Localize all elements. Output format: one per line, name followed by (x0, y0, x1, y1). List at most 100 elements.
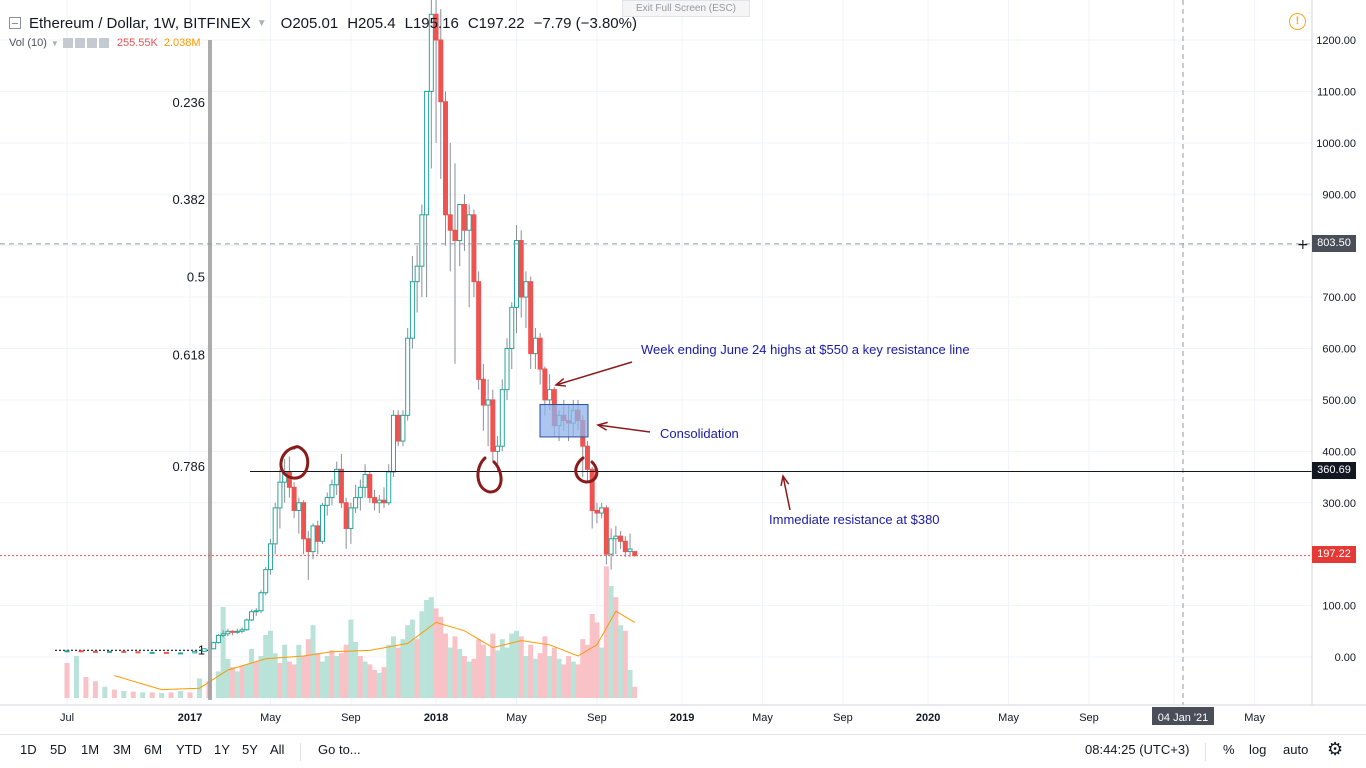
volume-bar (130, 691, 136, 698)
candle-body (419, 214, 425, 267)
annotation-arrow (555, 361, 633, 386)
volume-bar (348, 619, 354, 698)
exit-full-screen-button[interactable]: Exit Full Screen (ESC) (622, 0, 750, 17)
chart-legend: Ethereum / Dollar, 1W, BITFINEX ▼ O205.0… (9, 13, 637, 33)
volume-bar (258, 656, 264, 698)
candle-body (291, 486, 297, 511)
gear-icon[interactable]: ⚙ (1327, 739, 1344, 759)
volume-bar (244, 664, 250, 698)
volume-bar (239, 665, 245, 698)
candle-body (249, 611, 255, 621)
candle-body (258, 592, 264, 612)
candle-body (263, 569, 269, 594)
log-scale-button[interactable]: log (1249, 742, 1267, 757)
candle-body (372, 497, 378, 504)
volume-bar (320, 661, 326, 698)
candle-body (386, 471, 392, 504)
candle-body (338, 468, 344, 504)
candle-body (528, 281, 534, 355)
alert-icon[interactable]: ! (1289, 13, 1306, 30)
time-tick-label: 2020 (916, 712, 940, 724)
candle-body (376, 499, 382, 504)
volume-bar (301, 656, 307, 698)
gear-icon[interactable] (74, 38, 85, 48)
volume-bar (518, 636, 524, 698)
collapse-legend-icon[interactable] (9, 17, 21, 29)
price-tick-label: 400.00 (1322, 446, 1356, 458)
candle-body (622, 540, 628, 553)
percent-scale-button[interactable]: % (1223, 742, 1235, 757)
plus-icon[interactable] (86, 38, 97, 48)
toolbar-divider (1205, 743, 1206, 761)
volume-bar (92, 681, 98, 698)
time-tick-label: Sep (833, 712, 853, 724)
close-icon[interactable] (98, 38, 109, 48)
candle-body (343, 502, 349, 529)
volume-bar (159, 693, 165, 698)
volume-bar (618, 625, 624, 698)
volume-bar (263, 635, 269, 698)
candle-body (523, 281, 529, 298)
volume-bar (334, 656, 340, 698)
bottom-toolbar: 1D 5D 1M 3M 6M YTD 1Y 5Y All Go to... 08… (0, 734, 1366, 768)
candle-body (409, 281, 415, 339)
chevron-down-icon[interactable]: ▼ (50, 38, 59, 48)
candle-body (537, 337, 543, 370)
volume-bar (476, 639, 482, 698)
volume-bar (495, 650, 501, 698)
volume-bar (466, 661, 472, 698)
range-6m-button[interactable]: 6M (144, 742, 163, 757)
volume-bar (315, 653, 321, 698)
price-chart[interactable]: 0.236 0.382 0.5 0.618 0.786 1 Week ending Jun… (0, 0, 1366, 734)
range-1m-button[interactable]: 1M (81, 742, 100, 757)
volume-bar (277, 663, 283, 698)
symbol-title[interactable]: Ethereum / Dollar, 1W, BITFINEX (29, 14, 251, 32)
volume-label[interactable]: Vol (10) (9, 37, 47, 49)
range-5d-button[interactable]: 5D (50, 742, 67, 757)
candle-body (348, 507, 354, 529)
candle-body (92, 650, 98, 653)
volume-bar (632, 686, 638, 698)
volume-bar (357, 656, 363, 698)
candle-body (121, 650, 127, 653)
fibonacci-level-label: 1 (198, 642, 205, 657)
go-to-button[interactable]: Go to... (318, 742, 361, 757)
volume-bar (580, 639, 586, 698)
volume-bar (608, 586, 614, 698)
candle-body (320, 504, 326, 542)
volume-bar (452, 636, 458, 698)
close-value: C197.22 (467, 14, 525, 32)
volume-bar (490, 633, 496, 698)
volume-bar (395, 647, 401, 698)
volume-bar (504, 647, 510, 698)
range-1y-button[interactable]: 1Y (214, 742, 230, 757)
volume-bar (566, 656, 572, 698)
candle-body (215, 634, 221, 644)
crosshair-date-tag (1152, 707, 1214, 725)
volume-bar (83, 677, 89, 698)
range-5y-button[interactable]: 5Y (242, 742, 258, 757)
candle-body (244, 619, 250, 631)
time-tick-label: May (260, 712, 281, 724)
range-3m-button[interactable]: 3M (113, 742, 132, 757)
range-all-button[interactable]: All (270, 742, 285, 757)
volume-bar (187, 692, 193, 698)
time-tick-label: Sep (587, 712, 607, 724)
candle-body (395, 414, 401, 442)
candle-body (414, 265, 420, 283)
range-ytd-button[interactable]: YTD (176, 742, 202, 757)
swing-high-marker (279, 445, 310, 480)
candle-body (532, 337, 538, 355)
auto-scale-button[interactable]: auto (1283, 742, 1309, 757)
clock-timezone[interactable]: 08:44:25 (UTC+3) (1085, 742, 1190, 757)
candle-body (608, 538, 614, 555)
volume-bar (542, 636, 548, 698)
volume-bar (305, 639, 311, 698)
crosshair-price-tag: 803.50 (1312, 235, 1356, 252)
candle-body (234, 630, 240, 633)
range-1d-button[interactable]: 1D (20, 742, 37, 757)
volume-bar (471, 658, 477, 698)
volume-bar (149, 692, 155, 698)
eye-icon[interactable] (62, 38, 73, 48)
chevron-down-icon[interactable]: ▼ (256, 17, 267, 29)
